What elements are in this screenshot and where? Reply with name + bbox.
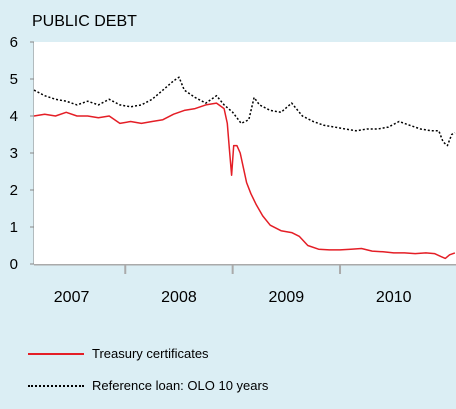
x-tick-label: 2008 <box>161 289 197 306</box>
legend-item-olo: Reference loan: OLO 10 years <box>28 377 268 395</box>
y-tick-label: 5 <box>10 71 18 88</box>
legend-swatch-treasury <box>28 353 84 355</box>
y-tick-label: 2 <box>10 182 18 199</box>
x-tick-label: 2009 <box>269 289 305 306</box>
plot-area <box>34 42 456 264</box>
legend-label-treasury: Treasury certificates <box>92 346 209 361</box>
chart-title: PUBLIC DEBT <box>32 13 137 30</box>
y-tick-label: 0 <box>10 256 18 273</box>
y-tick-label: 1 <box>10 219 18 236</box>
x-tick-label: 2007 <box>54 289 90 306</box>
x-tick-label: 2010 <box>376 289 412 306</box>
y-tick-label: 4 <box>10 108 18 125</box>
y-tick-label: 3 <box>10 145 18 162</box>
y-axis: 0 1 2 3 4 5 6 <box>10 34 35 273</box>
legend-label-olo: Reference loan: OLO 10 years <box>92 378 269 393</box>
legend-item-treasury: Treasury certificates <box>28 345 268 363</box>
legend-swatch-olo <box>28 385 84 387</box>
chart-legend: Treasury certificates Reference loan: OL… <box>28 345 268 409</box>
series-layer <box>33 42 456 264</box>
y-tick-label: 6 <box>10 34 18 51</box>
series-line-0 <box>33 102 456 260</box>
